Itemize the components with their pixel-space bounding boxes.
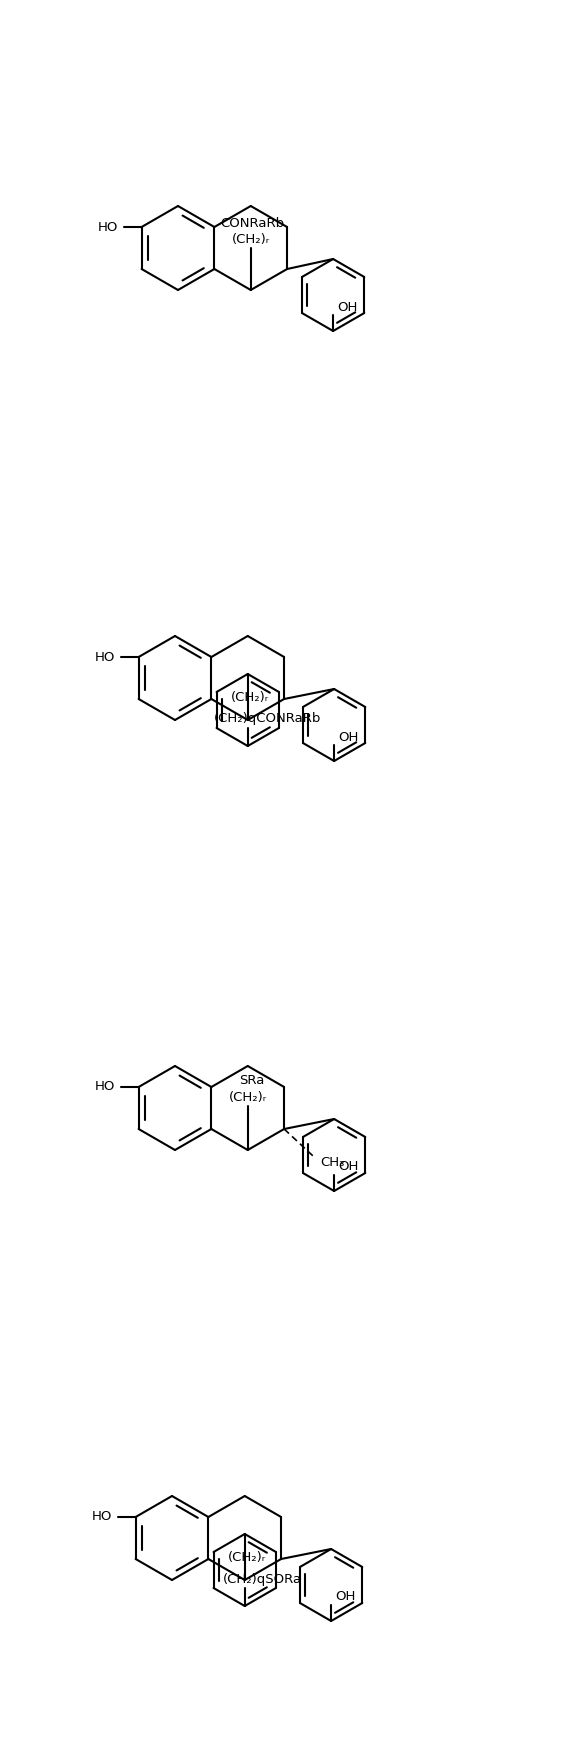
Text: HO: HO — [94, 1080, 115, 1094]
Text: (CH₂)ᵣ: (CH₂)ᵣ — [231, 691, 269, 703]
Text: OH: OH — [338, 1160, 359, 1173]
Text: OH: OH — [337, 300, 357, 314]
Text: (CH₂)qSORa: (CH₂)qSORa — [223, 1572, 303, 1586]
Text: OH: OH — [335, 1590, 355, 1604]
Text: SRa: SRa — [239, 1075, 265, 1087]
Text: HO: HO — [97, 220, 118, 234]
Text: (CH₂)ᵣ: (CH₂)ᵣ — [231, 232, 270, 246]
Text: CONRaRb: CONRaRb — [221, 216, 285, 230]
Text: (CH₂)qCONRaRb: (CH₂)qCONRaRb — [214, 712, 321, 724]
Text: HO: HO — [94, 651, 115, 663]
Text: CH₃: CH₃ — [320, 1155, 345, 1169]
Text: (CH₂)ᵣ: (CH₂)ᵣ — [227, 1551, 266, 1564]
Text: OH: OH — [338, 731, 359, 743]
Text: (CH₂)ᵣ: (CH₂)ᵣ — [229, 1091, 267, 1103]
Text: HO: HO — [92, 1511, 112, 1523]
